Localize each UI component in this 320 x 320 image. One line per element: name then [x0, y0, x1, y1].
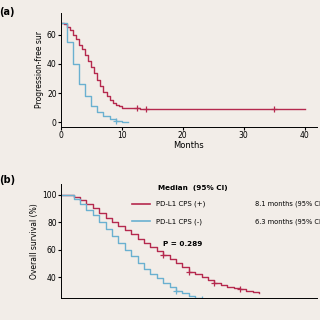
- Y-axis label: Overall survival (%): Overall survival (%): [30, 203, 39, 278]
- Text: (a): (a): [0, 7, 15, 17]
- Text: PD-L1 CPS (-): PD-L1 CPS (-): [156, 218, 202, 225]
- Y-axis label: Progression-free sur: Progression-free sur: [35, 31, 44, 108]
- Text: PD-L1 CPS (+): PD-L1 CPS (+): [156, 201, 205, 207]
- Text: P = 0.289: P = 0.289: [163, 241, 203, 247]
- Text: (b): (b): [0, 175, 15, 185]
- Text: 6.3 months (95% CI, 5.4 to 7.2 months): 6.3 months (95% CI, 5.4 to 7.2 months): [255, 218, 320, 225]
- X-axis label: Months: Months: [173, 141, 204, 150]
- Text: Median  (95% CI): Median (95% CI): [158, 185, 228, 191]
- Text: 8.1 months (95% CI, 6.0 to 10.3 months): 8.1 months (95% CI, 6.0 to 10.3 months): [255, 201, 320, 207]
